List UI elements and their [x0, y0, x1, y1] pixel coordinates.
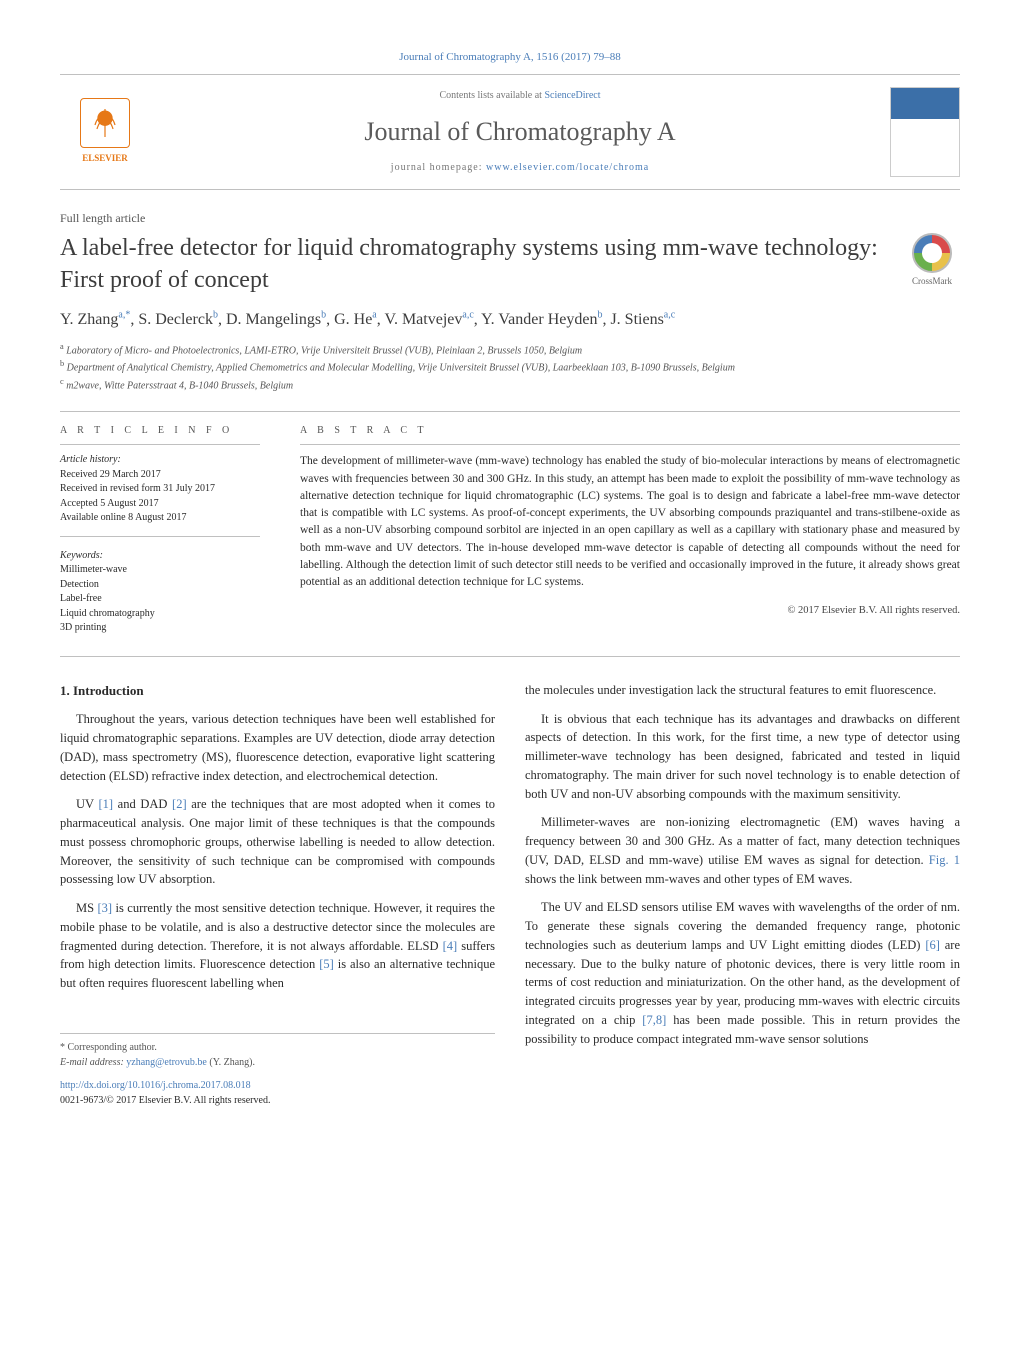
history-item: Available online 8 August 2017	[60, 511, 260, 526]
body-paragraph: Millimeter-waves are non-ionizing electr…	[525, 813, 960, 888]
divider	[60, 656, 960, 657]
journal-name: Journal of Chromatography A	[170, 113, 870, 151]
email-line: E-mail address: yzhang@etrovub.be (Y. Zh…	[60, 1055, 495, 1070]
journal-cover-thumbnail	[890, 87, 960, 177]
footnotes: * Corresponding author. E-mail address: …	[60, 1033, 495, 1070]
journal-header: ELSEVIER Contents lists available at Sci…	[60, 74, 960, 190]
elsevier-label: ELSEVIER	[82, 153, 128, 163]
article-type: Full length article	[60, 210, 960, 227]
citation-link[interactable]: [6]	[925, 938, 940, 952]
column-right: the molecules under investigation lack t…	[525, 681, 960, 1108]
homepage-link[interactable]: www.elsevier.com/locate/chroma	[486, 162, 649, 173]
abstract-copyright: © 2017 Elsevier B.V. All rights reserved…	[300, 603, 960, 618]
journal-reference: Journal of Chromatography A, 1516 (2017)…	[60, 50, 960, 66]
author-list: Y. Zhanga,*, S. Declerckb, D. Mangelings…	[60, 308, 960, 331]
sciencedirect-link[interactable]: ScienceDirect	[544, 90, 600, 101]
article-info-heading: a r t i c l e i n f o	[60, 424, 260, 446]
body-paragraph: the molecules under investigation lack t…	[525, 681, 960, 700]
keywords-label: Keywords:	[60, 549, 260, 564]
divider	[60, 411, 960, 412]
homepage-line: journal homepage: www.elsevier.com/locat…	[170, 161, 870, 176]
body-paragraph: It is obvious that each technique has it…	[525, 710, 960, 804]
crossmark-icon	[912, 233, 952, 273]
elsevier-tree-icon	[80, 98, 130, 148]
issn-copyright: 0021-9673/© 2017 Elsevier B.V. All right…	[60, 1095, 270, 1106]
affiliations: a Laboratory of Micro- and Photoelectron…	[60, 341, 960, 393]
keyword: Millimeter-wave	[60, 563, 260, 578]
history-item: Received in revised form 31 July 2017	[60, 482, 260, 497]
body-paragraph: The UV and ELSD sensors utilise EM waves…	[525, 898, 960, 1048]
history-label: Article history:	[60, 453, 260, 468]
contents-line: Contents lists available at ScienceDirec…	[170, 89, 870, 104]
crossmark-label: CrossMark	[912, 276, 952, 286]
citation-link[interactable]: [4]	[443, 939, 458, 953]
crossmark-badge[interactable]: CrossMark	[904, 233, 960, 288]
citation-link[interactable]: [5]	[319, 957, 334, 971]
corresponding-author: * Corresponding author.	[60, 1040, 495, 1055]
citation-link[interactable]: [2]	[172, 797, 187, 811]
body-paragraph: MS [3] is currently the most sensitive d…	[60, 899, 495, 993]
abstract-heading: a b s t r a c t	[300, 424, 960, 446]
history-item: Received 29 March 2017	[60, 468, 260, 483]
section-heading: 1. Introduction	[60, 681, 495, 701]
keyword: Detection	[60, 578, 260, 593]
column-left: 1. Introduction Throughout the years, va…	[60, 681, 495, 1108]
elsevier-logo: ELSEVIER	[60, 98, 150, 165]
affiliation-c: m2wave, Witte Patersstraat 4, B-1040 Bru…	[66, 380, 293, 391]
affiliation-a: Laboratory of Micro- and Photoelectronic…	[66, 345, 582, 356]
figure-link[interactable]: Fig. 1	[929, 853, 960, 867]
doi-block: http://dx.doi.org/10.1016/j.chroma.2017.…	[60, 1078, 495, 1108]
history-item: Accepted 5 August 2017	[60, 497, 260, 512]
body-paragraph: Throughout the years, various detection …	[60, 710, 495, 785]
affiliation-b: Department of Analytical Chemistry, Appl…	[67, 363, 735, 374]
body-paragraph: UV [1] and DAD [2] are the techniques th…	[60, 795, 495, 889]
abstract-text: The development of millimeter-wave (mm-w…	[300, 453, 960, 591]
keyword: Label-free	[60, 592, 260, 607]
citation-link[interactable]: [1]	[98, 797, 113, 811]
citation-link[interactable]: [3]	[98, 901, 113, 915]
doi-link[interactable]: http://dx.doi.org/10.1016/j.chroma.2017.…	[60, 1080, 251, 1091]
keyword: Liquid chromatography	[60, 607, 260, 622]
article-title: A label-free detector for liquid chromat…	[60, 233, 884, 295]
keyword: 3D printing	[60, 621, 260, 636]
citation-link[interactable]: [7,8]	[642, 1013, 666, 1027]
email-link[interactable]: yzhang@etrovub.be	[126, 1057, 207, 1068]
